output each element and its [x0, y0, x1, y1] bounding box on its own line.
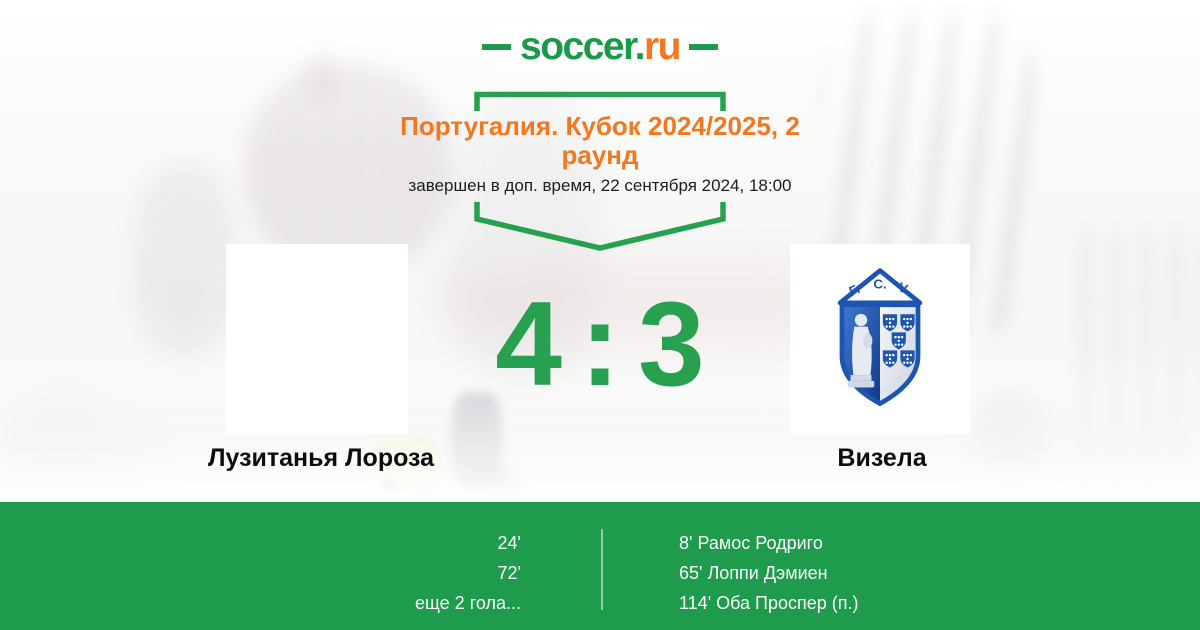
home-team-logo[interactable] — [226, 244, 408, 434]
home-goal-row: 72' — [497, 563, 521, 583]
home-team-name[interactable]: Лузитанья Лороза — [207, 444, 435, 472]
away-team-name[interactable]: Визела — [837, 444, 927, 472]
away-goal-row: 114' Оба Проспер (п.) — [679, 593, 859, 613]
match-status: завершен в доп. время, 22 сентября 2024,… — [408, 176, 792, 195]
goals-bar: 24' 72' еще 2 гола... 8' Рамос Родриго 6… — [0, 502, 1200, 630]
score-away: 3 — [637, 277, 705, 411]
site-logo[interactable]: soccer.ru — [0, 23, 1200, 70]
vizela-crest-icon: F. C. V. — [837, 268, 923, 407]
bracket-frame-icon — [474, 91, 726, 251]
goals-divider — [601, 529, 603, 610]
away-team-logo[interactable]: F. C. V. — [790, 244, 970, 434]
away-goal-row: 65' Лоппи Дэмиен — [679, 563, 828, 583]
logo-part-ru: ru — [643, 25, 682, 68]
away-goal-row: 8' Рамос Родриго — [679, 533, 823, 553]
away-goals-list: 8' Рамос Родриго 65' Лоппи Дэмиен 114' О… — [603, 528, 1200, 618]
goals-columns: 24' 72' еще 2 гола... 8' Рамос Родриго 6… — [0, 502, 1200, 618]
home-goal-row: 24' — [497, 533, 521, 553]
crest-letter-c: C. — [873, 277, 886, 292]
site-logo-box: soccer.ru — [482, 23, 718, 70]
logo-part-soccer: soccer — [520, 25, 636, 68]
score-home: 4 — [495, 277, 563, 411]
score: 4:3 — [0, 284, 1200, 404]
competition-title: Португалия. Кубок 2024/2025, 2 раунд — [400, 111, 800, 170]
site-logo-text: soccer.ru — [520, 25, 682, 68]
crest-letter-v: V. — [896, 279, 912, 297]
logo-right-dash-icon — [688, 44, 718, 50]
logo-left-dash-icon — [482, 44, 512, 50]
score-separator: : — [580, 277, 620, 411]
home-goal-row: еще 2 гола... — [415, 593, 521, 613]
logo-dot: . — [634, 25, 646, 68]
home-goals-list: 24' 72' еще 2 гола... — [0, 528, 601, 618]
